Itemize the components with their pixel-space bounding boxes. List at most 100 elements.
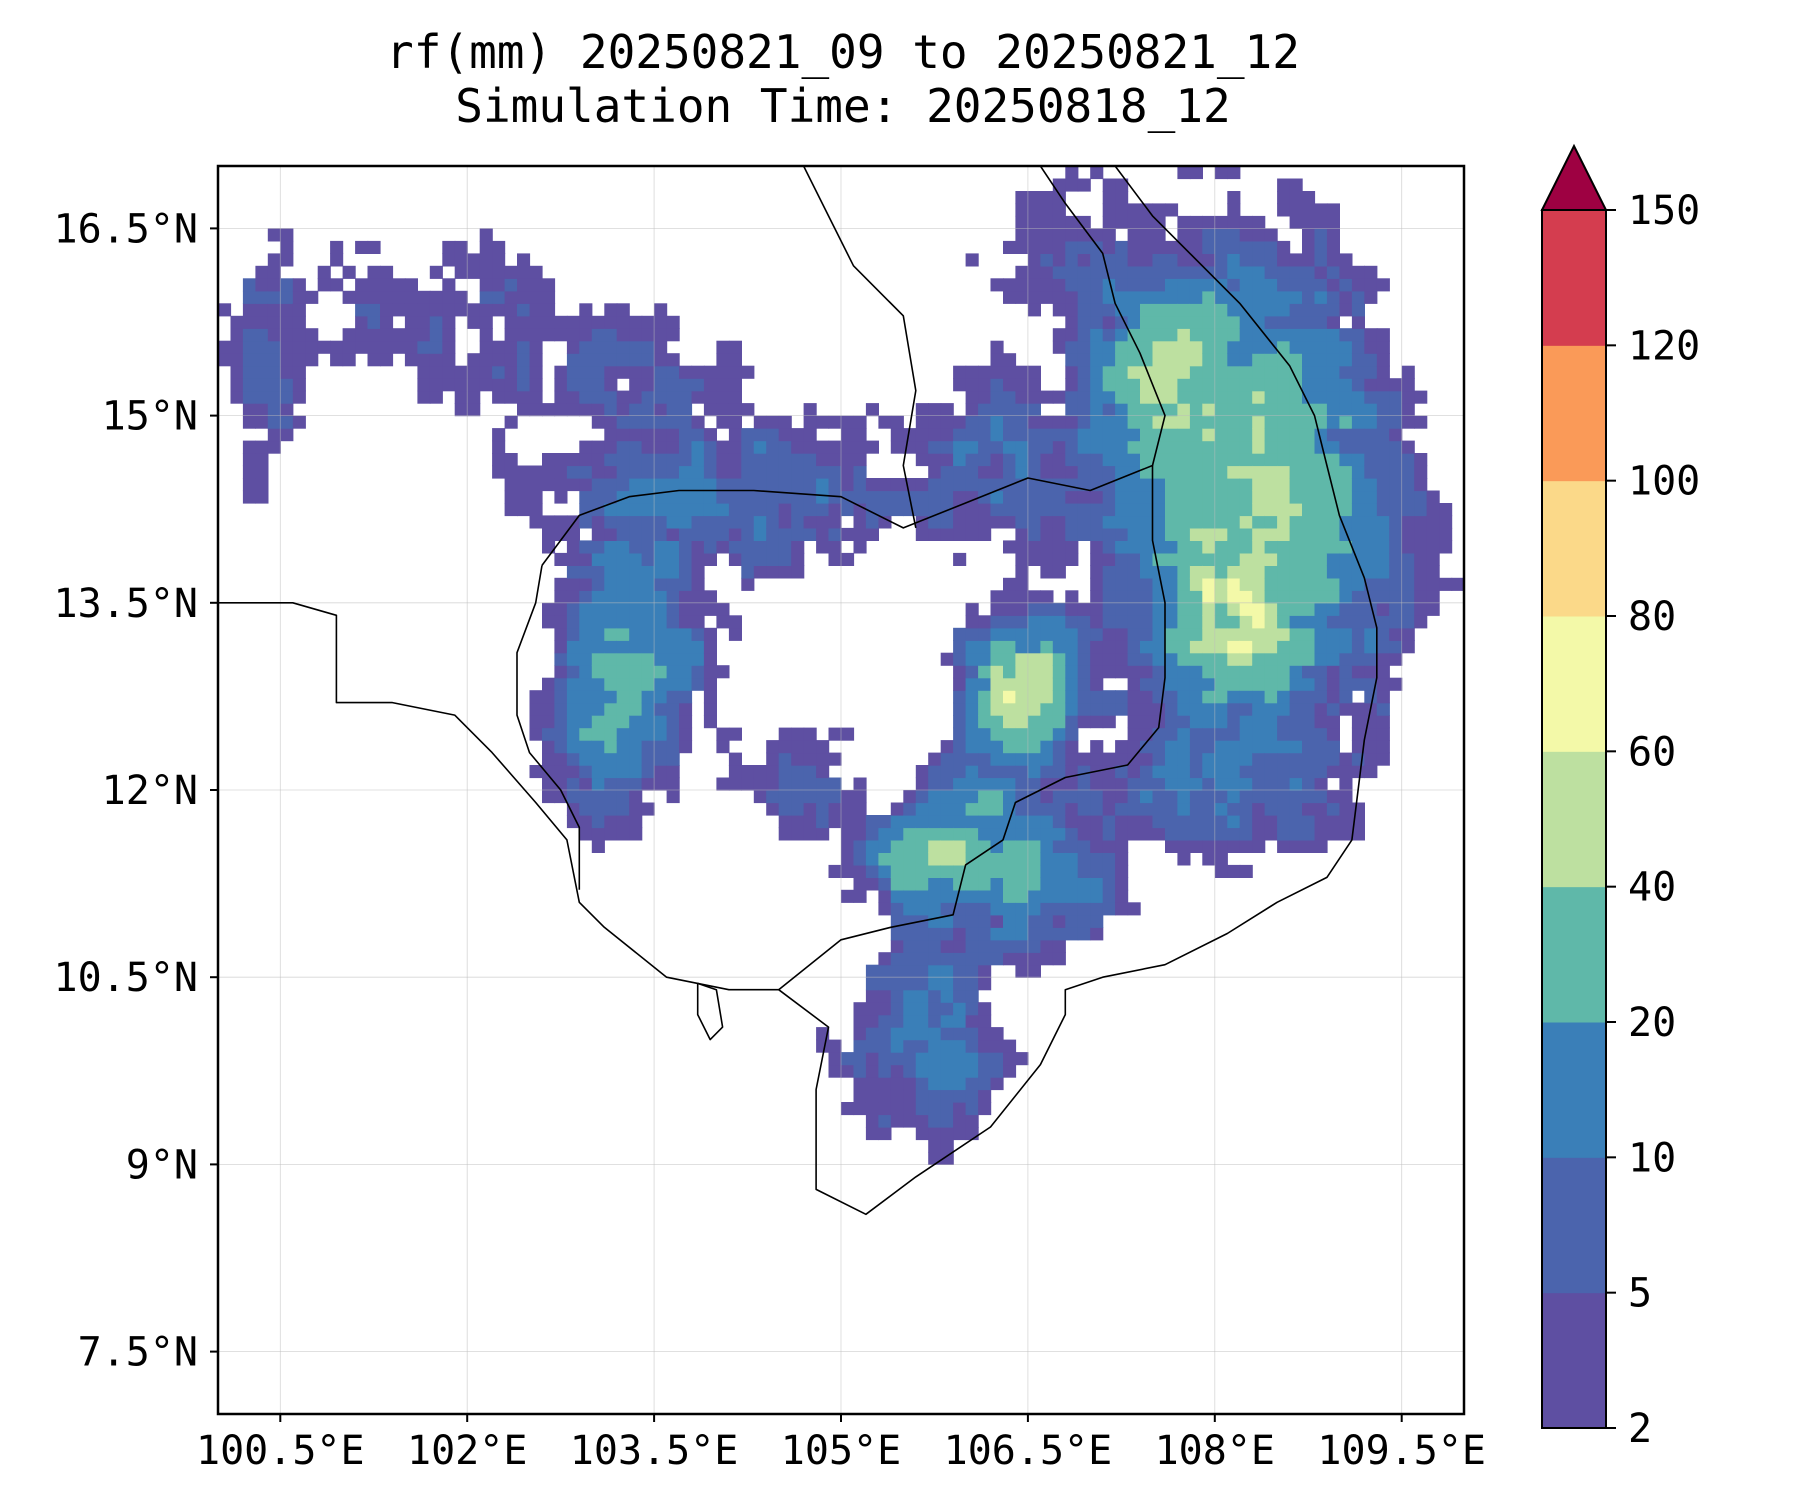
rain-cell — [1264, 253, 1278, 267]
rain-cell — [1152, 478, 1166, 492]
rain-cell — [990, 1077, 1004, 1091]
rain-cell — [903, 790, 917, 804]
rain-cell — [1115, 815, 1129, 829]
rain-cell — [616, 315, 630, 329]
rain-cell — [978, 690, 992, 704]
rain-cell — [978, 527, 992, 541]
rain-cell — [404, 278, 418, 292]
rain-cell — [1090, 453, 1104, 467]
rain-cell — [903, 1027, 917, 1041]
rain-cell — [1090, 303, 1104, 317]
rain-cell — [703, 640, 717, 654]
rain-cell — [1189, 715, 1203, 729]
rain-cell — [1115, 864, 1129, 878]
rain-cell — [1027, 203, 1041, 217]
rain-cell — [691, 577, 705, 591]
rain-cell — [1040, 777, 1054, 791]
rain-cell — [1289, 577, 1303, 591]
rain-cell — [1090, 428, 1104, 442]
rain-cell — [1152, 515, 1166, 529]
rain-cell — [703, 490, 717, 504]
rain-cell — [915, 1002, 929, 1016]
rain-cell — [903, 802, 917, 816]
rain-cell — [1115, 191, 1129, 205]
rain-cell — [816, 740, 830, 754]
rain-cell — [716, 353, 730, 367]
rain-cell — [255, 340, 269, 354]
rain-cell — [1227, 752, 1241, 766]
rain-cell — [841, 727, 855, 741]
rain-cell — [1115, 889, 1129, 903]
rain-cell — [1115, 752, 1129, 766]
rain-cell — [1177, 540, 1191, 554]
rain-cell — [1165, 627, 1179, 641]
rain-cell — [566, 403, 580, 417]
rain-cell — [990, 490, 1004, 504]
rain-cell — [1052, 690, 1066, 704]
rain-cell — [778, 453, 792, 467]
rain-cell — [1302, 540, 1316, 554]
rain-cell — [1339, 278, 1353, 292]
rain-cell — [1090, 478, 1104, 492]
rain-cell — [1027, 602, 1041, 616]
rain-cell — [666, 403, 680, 417]
rain-cell — [666, 690, 680, 704]
rain-cell — [1152, 353, 1166, 367]
rain-cell — [1376, 465, 1390, 479]
rain-cell — [517, 253, 531, 267]
rain-cell — [666, 665, 680, 679]
rain-cell — [965, 428, 979, 442]
rain-cell — [1289, 428, 1303, 442]
rain-cell — [1140, 577, 1154, 591]
rain-cell — [591, 765, 605, 779]
rain-cell — [280, 353, 294, 367]
rain-cell — [1040, 702, 1054, 716]
rain-cell — [367, 290, 381, 304]
rain-cell — [928, 752, 942, 766]
rain-cell — [865, 503, 879, 517]
rain-cell — [355, 315, 369, 329]
rain-cell — [454, 390, 468, 404]
rain-cell — [616, 777, 630, 791]
rain-cell — [579, 740, 593, 754]
rain-cell — [753, 552, 767, 566]
rain-cell — [591, 340, 605, 354]
rain-cell — [1189, 365, 1203, 379]
rain-cell — [903, 1102, 917, 1116]
rain-cell — [342, 353, 356, 367]
rain-cell — [1127, 652, 1141, 666]
rain-cell — [1189, 240, 1203, 254]
rainfall-contours — [218, 166, 1464, 1165]
rain-cell — [267, 415, 281, 429]
rain-cell — [529, 702, 543, 716]
rain-cell — [641, 552, 655, 566]
rain-cell — [1302, 215, 1316, 229]
rain-cell — [691, 453, 705, 467]
rain-cell — [1090, 166, 1104, 180]
rain-cell — [666, 353, 680, 367]
rain-cell — [1264, 353, 1278, 367]
rain-cell — [442, 365, 456, 379]
rain-cell — [1239, 490, 1253, 504]
rain-cell — [1003, 365, 1017, 379]
rain-cell — [1401, 577, 1415, 591]
rain-cell — [865, 815, 879, 829]
rain-cell — [791, 777, 805, 791]
rain-cell — [641, 677, 655, 691]
rain-cell — [915, 777, 929, 791]
rain-cell — [878, 415, 892, 429]
rain-cell — [1015, 428, 1029, 442]
rain-cell — [1214, 702, 1228, 716]
rain-cell — [517, 478, 531, 492]
rain-cell — [292, 353, 306, 367]
rain-cell — [1102, 240, 1116, 254]
rain-cell — [1102, 215, 1116, 229]
rain-cell — [915, 1052, 929, 1066]
rain-cell — [1214, 552, 1228, 566]
rain-cell — [903, 839, 917, 853]
rain-cell — [953, 839, 967, 853]
rain-cell — [728, 465, 742, 479]
rain-cell — [1189, 228, 1203, 242]
rain-cell — [1389, 440, 1403, 454]
rain-cell — [1239, 365, 1253, 379]
